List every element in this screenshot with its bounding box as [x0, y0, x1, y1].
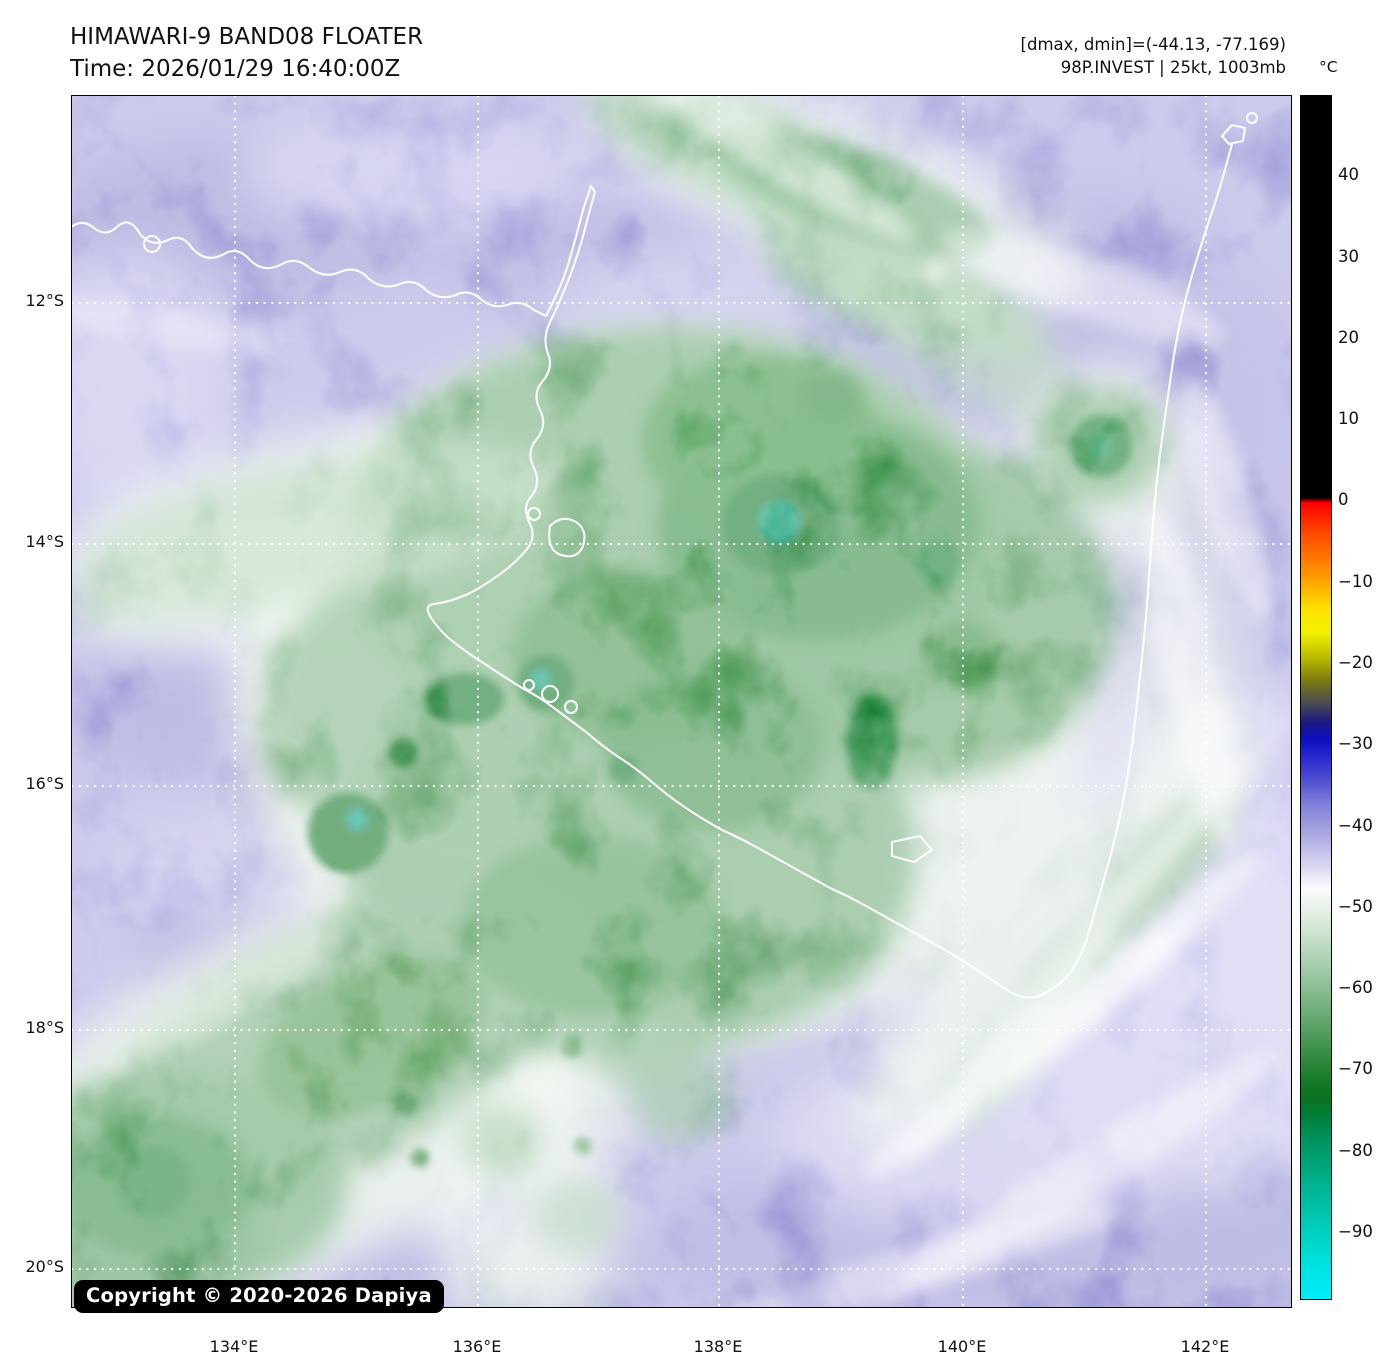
lon-label: 138°E — [693, 1337, 743, 1356]
graticule-gridlines — [72, 96, 1291, 1307]
lon-label: 134°E — [209, 1337, 259, 1356]
colorbar-tick: −90 — [1338, 1222, 1373, 1241]
time-label: Time: 2026/01/29 16:40:00Z — [70, 56, 401, 82]
colorbar-tick: −70 — [1338, 1059, 1373, 1078]
colorbar-tick: −20 — [1338, 653, 1373, 672]
colorbar-tick: −40 — [1338, 816, 1373, 835]
lat-label: 18°S — [25, 1018, 64, 1037]
colorbar-tick: −80 — [1338, 1141, 1373, 1160]
celsius-unit-label: °C — [1319, 58, 1338, 76]
colorbar-tick: −50 — [1338, 897, 1373, 916]
colorbar-tick: −10 — [1338, 572, 1373, 591]
lon-label: 142°E — [1180, 1337, 1230, 1356]
colorbar-tick: −30 — [1338, 734, 1373, 753]
lat-label: 16°S — [25, 774, 64, 793]
coastline — [72, 111, 1259, 999]
satellite-imagery — [72, 96, 1291, 1307]
storm-info-label: 98P.INVEST | 25kt, 1003mb — [1060, 57, 1286, 77]
colorbar-tick: 40 — [1338, 165, 1359, 184]
lat-label: 20°S — [25, 1257, 64, 1276]
dmax-dmin-label: [dmax, dmin]=(-44.13, -77.169) — [1020, 35, 1286, 54]
satellite-map-plot — [71, 95, 1292, 1308]
info-block: [dmax, dmin]=(-44.13, -77.169) 98P.INVES… — [1021, 34, 1286, 79]
colorbar-tick: 0 — [1338, 490, 1349, 509]
colorbar-tick: 30 — [1338, 247, 1359, 266]
colorbar-tick: 10 — [1338, 409, 1359, 428]
colorbar — [1300, 95, 1332, 1300]
colorbar-tick: 20 — [1338, 328, 1359, 347]
colorbar-gradient — [1301, 96, 1331, 1299]
copyright-badge: Copyright © 2020-2026 Dapiya — [74, 1280, 444, 1313]
lat-label: 14°S — [25, 532, 64, 551]
page-title: HIMAWARI-9 BAND08 FLOATER — [70, 24, 424, 50]
colorbar-tick: −60 — [1338, 978, 1373, 997]
lon-label: 136°E — [452, 1337, 502, 1356]
title-block: HIMAWARI-9 BAND08 FLOATER Time: 2026/01/… — [70, 21, 423, 85]
cirrus-streaks — [72, 96, 1278, 1307]
lon-label: 140°E — [937, 1337, 987, 1356]
lat-label: 12°S — [25, 291, 64, 310]
